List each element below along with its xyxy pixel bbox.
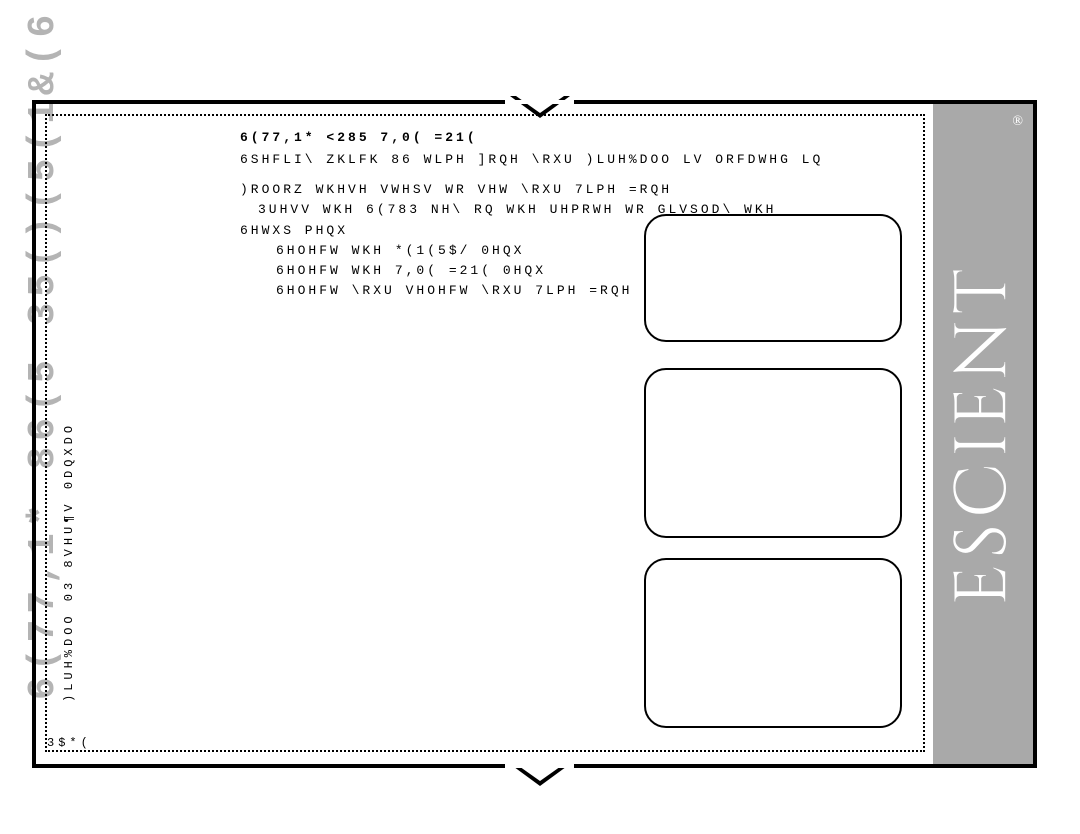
screenshot-placeholder-2	[644, 368, 902, 538]
document-title-vertical: )LUH%DOO 03 8VHU¶V 0DQXDO	[62, 422, 76, 702]
notch-top-cover	[506, 100, 574, 104]
screenshot-placeholder-1	[644, 214, 902, 342]
page-number-label: 3$*(	[47, 736, 92, 750]
notch-top-triangle-inner	[516, 96, 564, 113]
content-paragraph: 6SHFLI\ ZKLFK 86 WLPH ]RQH \RXU )LUH%DOO…	[240, 150, 900, 170]
registered-mark: ®	[1012, 114, 1023, 130]
brand-logo-text: ESCIENT	[935, 263, 1032, 606]
notch-bottom-cover	[506, 764, 574, 768]
page-root: 6(77,1* 86(5 35()(5(1&(6 )LUH%DOO 03 8VH…	[0, 0, 1080, 834]
screenshot-placeholder-3	[644, 558, 902, 728]
instructions-lead: )ROORZ WKHVH VWHSV WR VHW \RXU 7LPH =RQH	[240, 180, 900, 200]
content-heading: 6(77,1* <285 7,0( =21(	[240, 128, 900, 148]
brand-side-panel: ® ESCIENT	[933, 104, 1033, 764]
